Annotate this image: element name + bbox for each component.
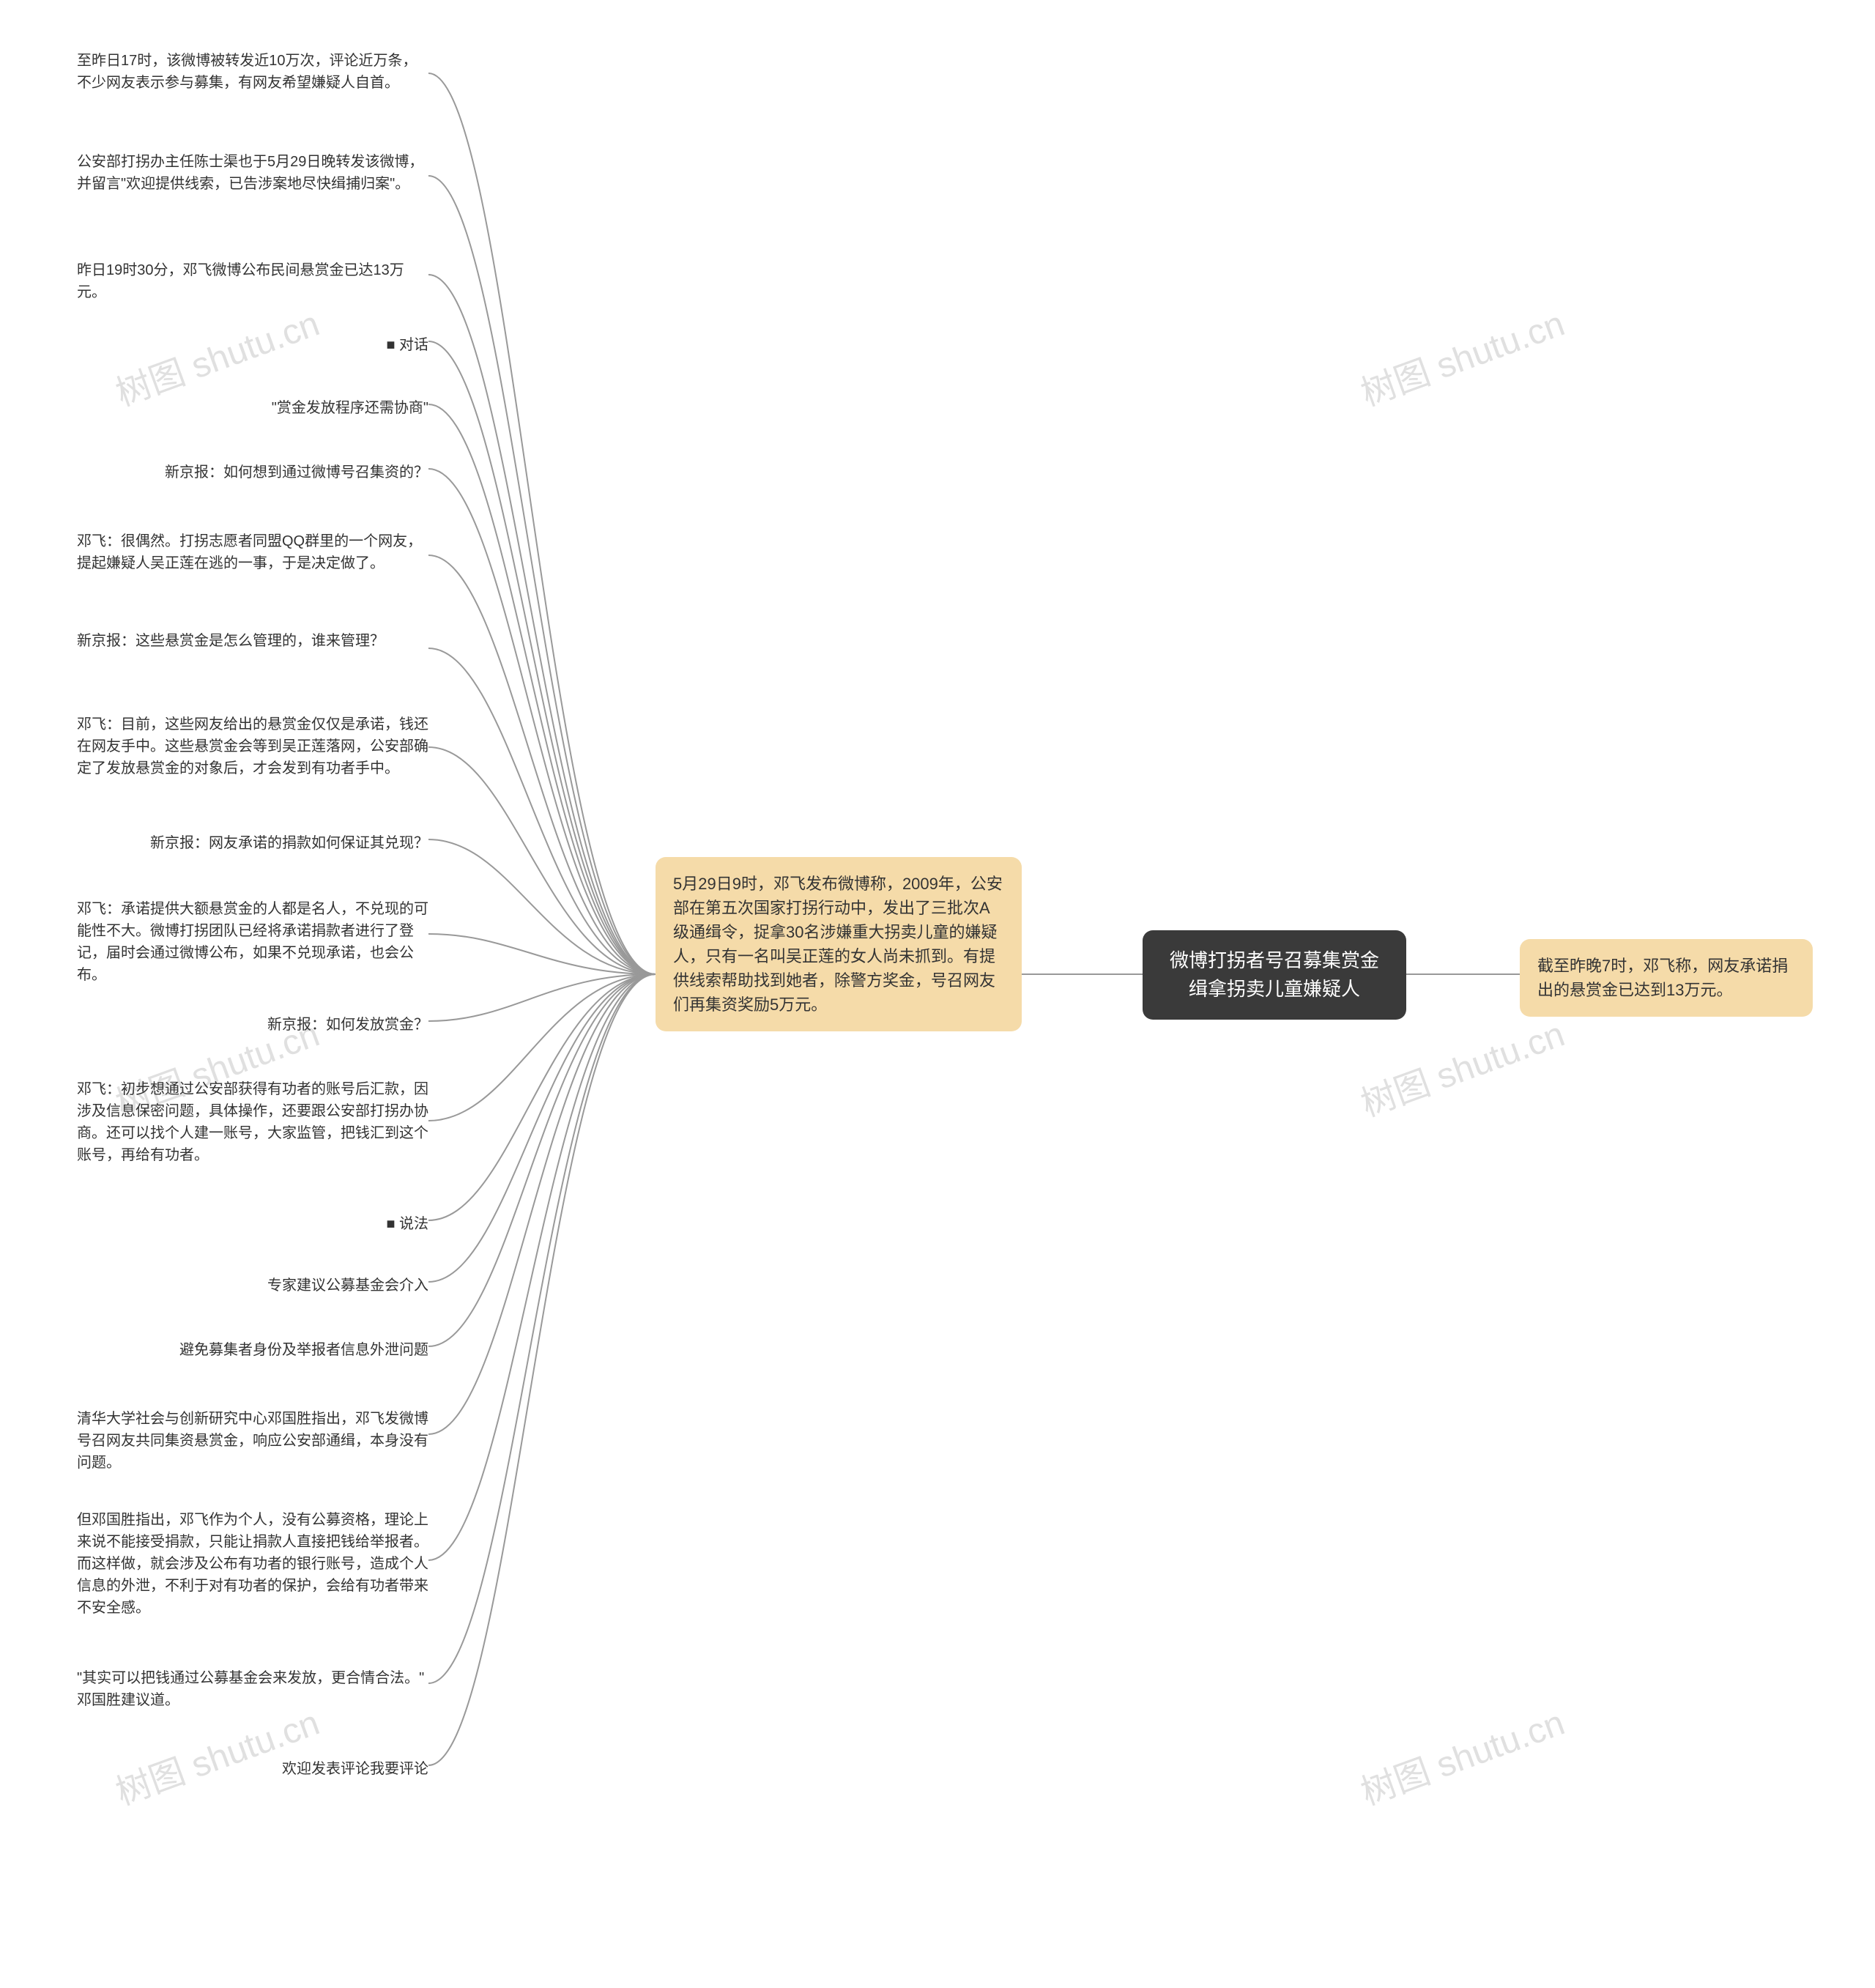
leaf-node-1[interactable]: 公安部打拐办主任陈士渠也于5月29日晚转发该微博，并留言"欢迎提供线索，已告涉案… xyxy=(77,146,428,199)
right-summary-node[interactable]: 截至昨晚7时，邓飞称，网友承诺捐出的悬赏金已达到13万元。 xyxy=(1520,939,1813,1017)
watermark: 树图 shutu.cn xyxy=(1353,294,1570,415)
leaf-node-0[interactable]: 至昨日17时，该微博被转发近10万次，评论近万条，不少网友表示参与募集，有网友希… xyxy=(77,45,428,98)
leaf-node-16[interactable]: 清华大学社会与创新研究中心邓国胜指出，邓飞发微博号召网友共同集资悬赏金，响应公安… xyxy=(77,1403,428,1478)
leaf-node-6[interactable]: 邓飞：很偶然。打拐志愿者同盟QQ群里的一个网友，提起嫌疑人吴正莲在逃的一事，于是… xyxy=(77,526,428,579)
leaf-node-8[interactable]: 邓飞：目前，这些网友给出的悬赏金仅仅是承诺，钱还在网友手中。这些悬赏金会等到吴正… xyxy=(77,709,428,784)
leaf-node-7[interactable]: 新京报：这些悬赏金是怎么管理的，谁来管理？ xyxy=(77,626,428,656)
leaf-node-13[interactable]: ■ 说法 xyxy=(355,1209,428,1239)
leaf-node-15[interactable]: 避免募集者身份及举报者信息外泄问题 xyxy=(135,1335,428,1365)
leaf-node-12[interactable]: 邓飞：初步想通过公安部获得有功者的账号后汇款，因涉及信息保密问题，具体操作，还要… xyxy=(77,1074,428,1171)
leaf-node-9[interactable]: 新京报：网友承诺的捐款如何保证其兑现？ xyxy=(106,828,428,858)
leaf-node-4[interactable]: "赏金发放程序还需协商" xyxy=(238,393,428,423)
leaf-node-10[interactable]: 邓飞：承诺提供大额悬赏金的人都是名人，不兑现的可能性不大。微博打拐团队已经将承诺… xyxy=(77,894,428,990)
leaf-node-17[interactable]: 但邓国胜指出，邓飞作为个人，没有公募资格，理论上来说不能接受捐款，只能让捐款人直… xyxy=(77,1505,428,1623)
leaf-node-5[interactable]: 新京报：如何想到通过微博号召集资的？ xyxy=(121,457,428,488)
watermark: 树图 shutu.cn xyxy=(1353,1694,1570,1814)
leaf-node-18[interactable]: "其实可以把钱通过公募基金会来发放，更合情合法。" 邓国胜建议道。 xyxy=(77,1663,428,1716)
watermark: 树图 shutu.cn xyxy=(1353,1005,1570,1126)
left-main-node[interactable]: 5月29日9时，邓飞发布微博称，2009年，公安部在第五次国家打拐行动中，发出了… xyxy=(656,857,1022,1031)
leaf-node-3[interactable]: ■ 对话 xyxy=(355,330,428,360)
leaf-node-2[interactable]: 昨日19时30分，邓飞微博公布民间悬赏金已达13万元。 xyxy=(77,255,428,308)
leaf-node-11[interactable]: 新京报：如何发放赏金？ xyxy=(245,1009,428,1040)
center-node[interactable]: 微博打拐者号召募集赏金 缉拿拐卖儿童嫌疑人 xyxy=(1143,930,1406,1020)
leaf-node-19[interactable]: 欢迎发表评论我要评论 xyxy=(253,1754,428,1784)
leaf-node-14[interactable]: 专家建议公募基金会介入 xyxy=(223,1270,428,1301)
